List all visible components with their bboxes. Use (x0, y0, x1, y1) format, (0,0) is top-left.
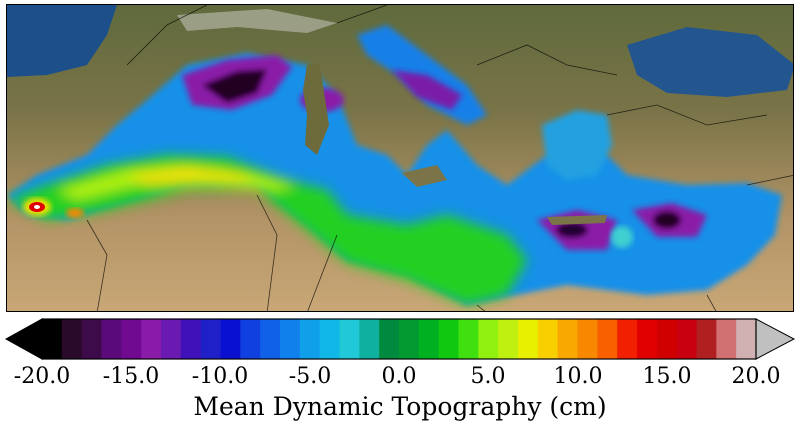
colorbar-segment (696, 319, 717, 359)
colorbar-segment (478, 319, 499, 359)
map-frame (6, 4, 794, 312)
colorbar-segment (81, 319, 103, 359)
colorbar-segment (399, 319, 420, 359)
colorbar-tick: 20.0 (731, 364, 781, 389)
colorbar-segment (339, 319, 360, 359)
colorbar-segment (656, 319, 678, 359)
colorbar-tick: 0.0 (381, 364, 417, 389)
colorbar-segment (220, 319, 241, 359)
colorbar-segment (637, 319, 658, 359)
colorbar-segment (280, 319, 301, 359)
colorbar-segment (557, 319, 579, 359)
crete (547, 215, 607, 225)
colorbar-segment (498, 319, 519, 359)
colorbar-segment (141, 319, 162, 359)
ionian-eddy (611, 226, 633, 248)
colorbar-segment (537, 319, 559, 359)
colorbar (4, 318, 796, 360)
colorbar-segment (438, 319, 460, 359)
colorbar-segment (180, 319, 202, 359)
colorbar-segment (101, 319, 122, 359)
colorbar-segment (676, 319, 698, 359)
adriatic-low (392, 70, 462, 110)
colorbar-segment (161, 319, 182, 359)
colorbar-segment (736, 319, 757, 359)
colorbar-segment (240, 319, 261, 359)
colorbar-segment (458, 319, 479, 359)
colorbar-tick: -10.0 (191, 364, 249, 389)
colorbar-segment (518, 319, 539, 359)
colorbar-segment (42, 319, 63, 359)
colorbar-segment (319, 319, 341, 359)
sicily (402, 165, 447, 187)
colorbar-segment (61, 319, 83, 359)
colorbar-segment (617, 319, 638, 359)
colorbar-tick: -20.0 (13, 364, 71, 389)
colorbar-segment (359, 319, 380, 359)
colorbar-segment (121, 319, 142, 359)
atlantic-ocean (7, 5, 117, 77)
colorbar-tick: 15.0 (642, 364, 692, 389)
colorbar-segment (418, 319, 440, 359)
colorbar-segment (716, 319, 737, 359)
colorbar-extend-min (4, 318, 43, 360)
alps-snow (177, 9, 337, 33)
colorbar-extend-max (755, 318, 796, 360)
colorbar-segment (299, 319, 321, 359)
mediterranean-map (7, 5, 793, 311)
gulf-of-lion-low (182, 55, 292, 110)
colorbar-label: Mean Dynamic Topography (cm) (193, 392, 607, 421)
colorbar-segment (379, 319, 400, 359)
colorbar-segment (200, 319, 222, 359)
colorbar-tick: 10.0 (553, 364, 603, 389)
colorbar-tick: 5.0 (470, 364, 506, 389)
corsica-sardinia (303, 63, 329, 155)
colorbar-segment (577, 319, 598, 359)
colorbar-border (41, 318, 757, 360)
colorbar-segment (597, 319, 618, 359)
country-borders (86, 5, 793, 311)
alboran-hotspot (23, 198, 84, 218)
colorbar-segment (260, 319, 281, 359)
colorbar-tick: -15.0 (102, 364, 160, 389)
black-sea (627, 27, 793, 97)
colorbar-tick: -5.0 (288, 364, 332, 389)
